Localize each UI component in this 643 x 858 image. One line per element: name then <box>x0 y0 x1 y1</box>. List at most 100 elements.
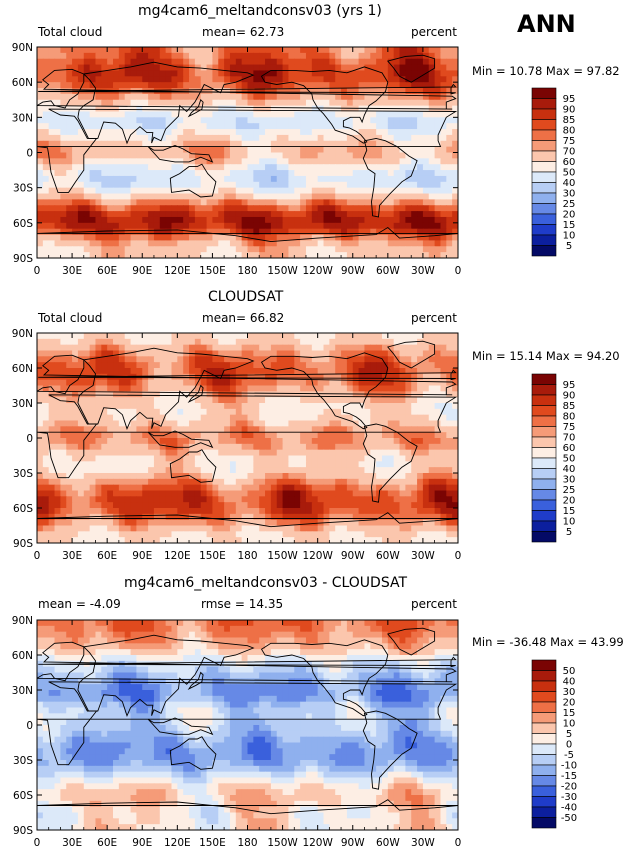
panel2-cell <box>317 478 325 486</box>
panel2-cell <box>165 502 173 509</box>
panel1-cell <box>300 152 307 159</box>
panel1-cell <box>171 234 178 242</box>
panel2-cell <box>440 449 447 457</box>
panel1-cell <box>364 181 371 189</box>
panel1-cell <box>452 99 458 107</box>
panel1-cell <box>171 93 178 101</box>
panel2-cell <box>124 490 132 497</box>
panel2-cell <box>54 344 61 352</box>
panel2-cell <box>323 432 330 439</box>
panel1-cell <box>153 216 161 224</box>
panel2-cell <box>241 362 249 369</box>
panel1-cell <box>452 152 458 159</box>
panel2-cell <box>440 333 447 340</box>
panel1-cell <box>422 76 430 83</box>
panel1-cell <box>405 64 412 72</box>
panel1-cell <box>276 64 284 72</box>
panel1-cell <box>387 187 395 195</box>
panel2-cell <box>335 438 342 445</box>
panel1-cell <box>200 123 208 130</box>
panel1-cell <box>405 111 412 118</box>
panel2-cell <box>452 414 458 422</box>
panel2-cell <box>177 408 184 416</box>
panel1-cell <box>294 199 301 206</box>
panel2-cell <box>218 443 225 451</box>
panel2-cell <box>446 484 453 492</box>
panel2-cell <box>218 478 225 486</box>
panel2-cell <box>95 350 102 357</box>
panel2-cell <box>434 490 442 497</box>
panel1-cell <box>77 205 85 212</box>
panel2-cell <box>440 432 447 439</box>
panel1-cell <box>341 99 348 107</box>
panel1-cell <box>165 158 173 165</box>
panel1-cell <box>270 175 278 183</box>
panel2-cell <box>434 350 442 357</box>
panel1-cell <box>434 164 442 171</box>
panel1-cell <box>417 58 424 66</box>
panel2-cell <box>364 508 371 515</box>
panel2-cell <box>265 438 272 445</box>
panel1-cell <box>229 246 237 253</box>
panel1-cell <box>358 181 366 189</box>
panel1-cell <box>194 234 202 242</box>
panel2-cell <box>259 443 266 451</box>
panel2-cell <box>282 508 290 515</box>
panel2-cell <box>177 362 184 369</box>
panel2-cell <box>194 484 202 492</box>
panel1-cell <box>66 211 73 218</box>
panel2-cell <box>148 496 155 503</box>
panel2-cell <box>259 391 266 398</box>
panel2-cell <box>346 338 354 346</box>
panel1-cell <box>352 187 360 195</box>
panel2-cell <box>177 420 184 427</box>
panel1-cell <box>399 146 406 154</box>
panel1-cell <box>317 181 325 189</box>
panel1-cell <box>83 199 91 206</box>
panel1-ytick-label: 90N <box>12 42 33 54</box>
panel2-cell <box>323 490 330 497</box>
panel2-cell <box>183 449 190 457</box>
panel1-cell <box>241 246 249 253</box>
panel1-cell <box>364 134 371 142</box>
panel1-cell <box>329 47 336 54</box>
panel1-cell <box>253 181 260 189</box>
panel2-cell <box>259 461 266 468</box>
panel1-cell <box>189 129 196 136</box>
panel1-cell <box>235 111 243 118</box>
panel2-cell <box>294 373 301 381</box>
panel2-cell <box>142 467 149 474</box>
panel1-colorbar-label: 5 <box>566 241 572 252</box>
panel1-cell <box>89 187 97 195</box>
panel1-cell <box>259 111 266 118</box>
panel2-cell <box>124 350 132 357</box>
panel1-cell <box>387 88 395 95</box>
panel1-cell <box>411 228 418 236</box>
panel1-cell <box>113 99 120 107</box>
panel2-cell <box>247 478 254 486</box>
panel1-cell <box>341 216 348 224</box>
panel2-cell <box>171 368 178 375</box>
panel1-cell <box>270 211 278 218</box>
panel2-cell <box>206 467 214 474</box>
panel1-cell <box>446 64 453 72</box>
panel2-cell <box>259 449 266 457</box>
panel1-cell <box>95 123 102 130</box>
panel2-cell <box>165 368 173 375</box>
panel1-cell <box>224 181 231 189</box>
panel2-cell <box>136 467 143 474</box>
panel1-cell <box>218 64 225 72</box>
panel1-cell <box>101 76 108 83</box>
panel1-cell <box>60 82 67 89</box>
panel1-cell <box>171 240 178 247</box>
panel1-cell <box>259 252 266 258</box>
panel2-cell <box>440 362 447 369</box>
panel1-cell <box>300 199 307 206</box>
panel2-cell <box>148 350 155 357</box>
panel1-cell <box>89 93 97 101</box>
panel2-cell <box>37 408 44 416</box>
panel1-cell <box>212 58 219 66</box>
panel2-cell <box>72 379 79 387</box>
panel2-cell <box>130 391 138 398</box>
panel2-cell <box>83 414 91 422</box>
